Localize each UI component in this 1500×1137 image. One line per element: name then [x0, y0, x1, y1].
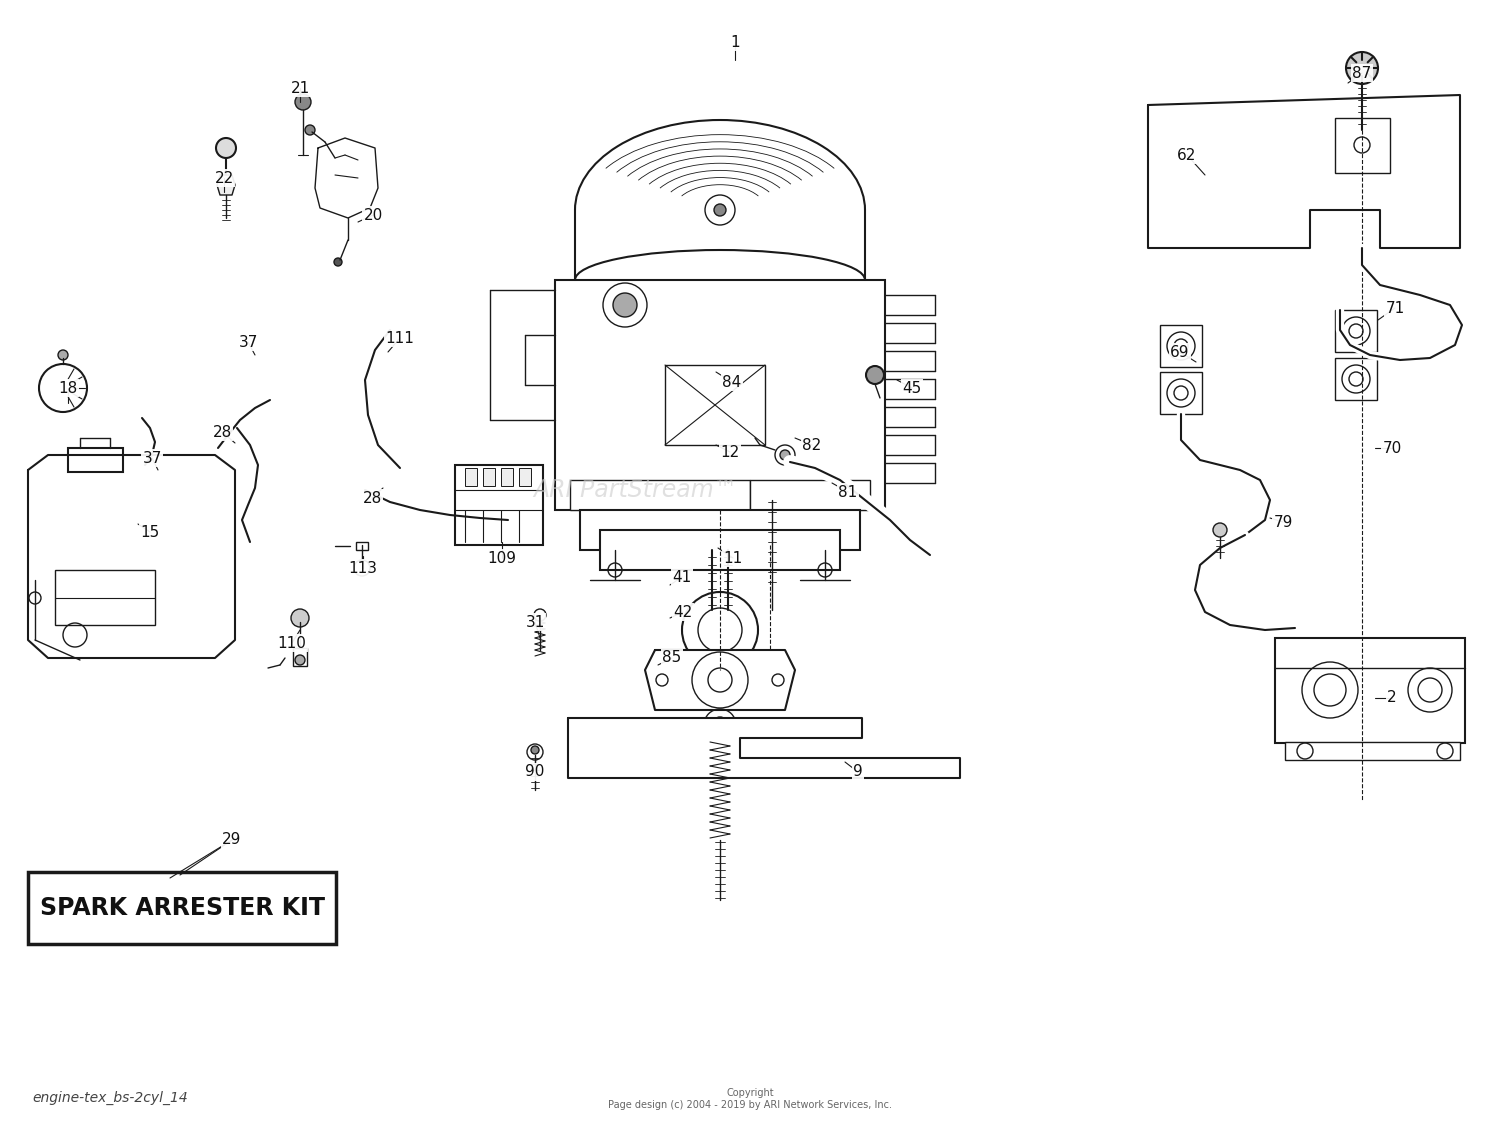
Text: 18: 18 [58, 381, 78, 396]
Circle shape [296, 655, 304, 665]
Circle shape [216, 138, 236, 158]
Bar [1335, 118, 1390, 173]
Text: 110: 110 [278, 636, 306, 650]
Bar [292, 648, 308, 666]
Circle shape [334, 258, 342, 266]
Text: SPARK ARRESTER KIT: SPARK ARRESTER KIT [39, 896, 324, 920]
Bar [28, 872, 336, 944]
Text: 45: 45 [903, 381, 921, 396]
Text: ARI PartStream™: ARI PartStream™ [532, 478, 736, 503]
Circle shape [776, 445, 795, 465]
Circle shape [531, 746, 538, 754]
Text: 70: 70 [1383, 440, 1401, 456]
Text: 20: 20 [363, 207, 382, 223]
Text: 85: 85 [663, 650, 681, 665]
Text: 9: 9 [853, 764, 862, 780]
Text: 62: 62 [1178, 148, 1197, 163]
Text: 28: 28 [213, 424, 231, 440]
Text: 111: 111 [386, 331, 414, 346]
Polygon shape [315, 138, 378, 218]
Bar [1335, 358, 1377, 400]
Text: 71: 71 [1386, 300, 1404, 315]
Polygon shape [645, 650, 795, 709]
Circle shape [296, 94, 310, 110]
Text: 37: 37 [142, 450, 162, 465]
Bar [664, 365, 765, 445]
Text: 37: 37 [238, 334, 258, 349]
Text: 84: 84 [723, 374, 741, 390]
Text: 81: 81 [839, 484, 858, 499]
Bar [68, 448, 123, 472]
Bar [1160, 372, 1202, 414]
Polygon shape [568, 717, 960, 778]
Text: 12: 12 [720, 445, 740, 459]
Text: 41: 41 [672, 570, 692, 584]
Circle shape [865, 366, 883, 384]
Text: 2: 2 [1388, 690, 1396, 705]
Text: 90: 90 [525, 764, 544, 780]
Text: 42: 42 [674, 605, 693, 620]
Bar [1160, 325, 1202, 367]
Circle shape [304, 125, 315, 135]
Text: 31: 31 [525, 614, 544, 630]
Text: 28: 28 [363, 490, 381, 506]
Text: 11: 11 [723, 550, 742, 565]
Text: 21: 21 [291, 81, 309, 96]
Text: 1: 1 [730, 34, 740, 50]
Bar [356, 542, 368, 550]
Polygon shape [217, 175, 236, 196]
Text: 69: 69 [1170, 345, 1190, 359]
Bar [1335, 310, 1377, 352]
Bar [580, 511, 859, 550]
Text: 22: 22 [214, 171, 234, 185]
Polygon shape [28, 455, 236, 658]
Circle shape [1214, 523, 1227, 537]
Circle shape [780, 450, 790, 460]
Bar [465, 468, 477, 485]
Text: 15: 15 [141, 524, 159, 539]
Bar [519, 468, 531, 485]
Bar [1275, 638, 1466, 742]
Text: 87: 87 [1353, 66, 1371, 81]
Circle shape [1346, 52, 1378, 84]
Bar [454, 465, 543, 545]
Bar [600, 530, 840, 570]
Bar [1286, 742, 1460, 760]
Bar [750, 480, 870, 511]
Circle shape [58, 350, 68, 360]
Polygon shape [1148, 96, 1460, 248]
Circle shape [614, 293, 638, 317]
Text: 113: 113 [348, 561, 378, 575]
Text: 29: 29 [222, 832, 242, 847]
Text: 79: 79 [1274, 515, 1293, 530]
Bar [555, 280, 885, 511]
Text: Copyright
Page design (c) 2004 - 2019 by ARI Network Services, Inc.: Copyright Page design (c) 2004 - 2019 by… [608, 1088, 892, 1110]
Text: engine-tex_bs-2cyl_14: engine-tex_bs-2cyl_14 [32, 1090, 188, 1105]
Text: 82: 82 [802, 438, 822, 453]
Text: 109: 109 [488, 550, 516, 565]
Bar [501, 468, 513, 485]
Bar [483, 468, 495, 485]
Circle shape [291, 609, 309, 626]
Bar [56, 570, 154, 625]
Bar [570, 480, 750, 511]
Circle shape [714, 204, 726, 216]
